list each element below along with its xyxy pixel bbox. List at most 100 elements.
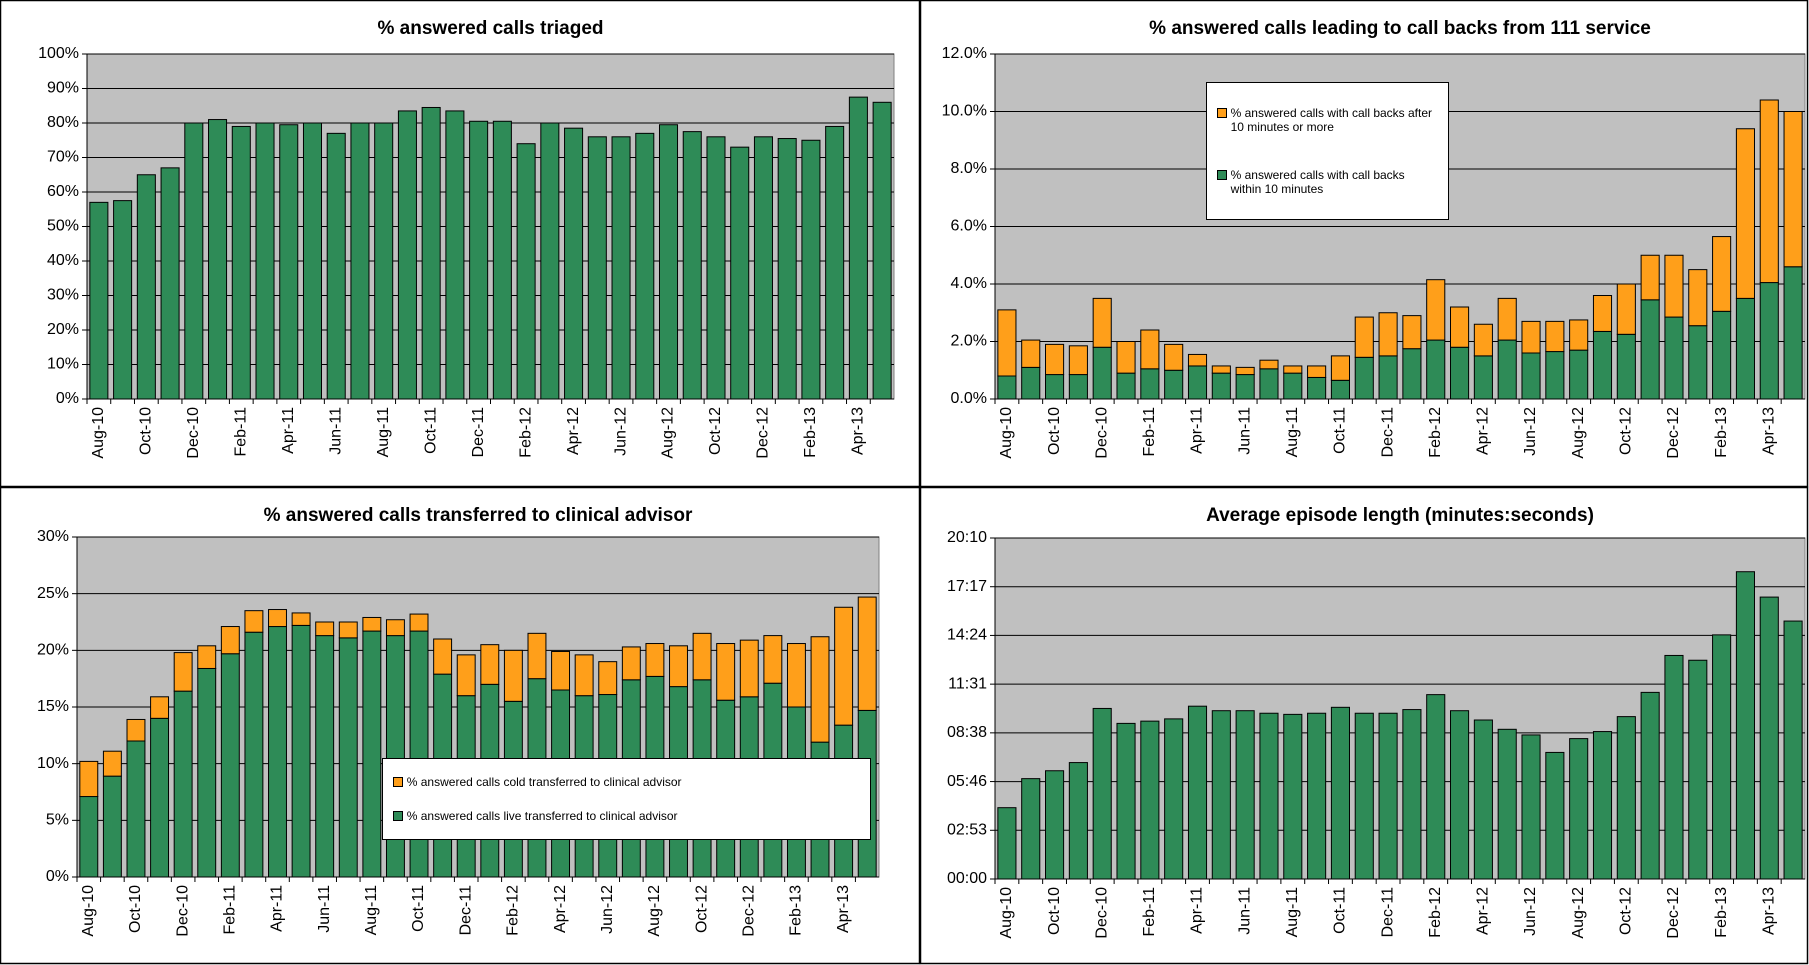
x-tick-label: Apr-13 <box>1760 887 1777 935</box>
bar <box>1688 269 1708 327</box>
bar <box>1783 111 1803 268</box>
x-tick-label: Feb-13 <box>788 885 805 936</box>
bar <box>1426 339 1446 400</box>
y-tick-label: 2.0% <box>951 333 987 350</box>
bar <box>1116 722 1136 880</box>
x-tick-label: Aug-12 <box>646 885 663 937</box>
bar <box>1712 634 1732 880</box>
bar <box>1092 297 1112 348</box>
bar <box>834 606 854 726</box>
bar <box>1283 372 1303 400</box>
bar <box>1545 320 1565 353</box>
bar <box>102 775 122 878</box>
bar <box>1307 376 1327 400</box>
legend-entry: % answered calls with call backs within … <box>1216 168 1438 196</box>
bar <box>1235 366 1255 376</box>
bar <box>79 760 99 798</box>
bar <box>1354 712 1374 880</box>
y-tick-label: 05:46 <box>947 773 987 790</box>
y-tick-label: 08:38 <box>947 724 987 741</box>
x-tick-label: Aug-11 <box>1284 407 1301 458</box>
bar <box>102 750 122 777</box>
y-tick-label: 40% <box>47 252 79 269</box>
bar <box>1092 346 1112 400</box>
bar <box>89 201 109 400</box>
bar <box>1140 368 1160 400</box>
x-tick-label: Jun-12 <box>612 407 629 456</box>
bar <box>1164 369 1184 400</box>
x-tick-label: Apr-11 <box>1189 407 1206 454</box>
bar <box>1473 355 1493 400</box>
bar <box>669 645 688 688</box>
bar <box>1235 710 1255 880</box>
bar <box>126 740 146 878</box>
bar <box>385 635 405 878</box>
bar <box>79 796 99 878</box>
x-tick-label: Apr-11 <box>280 407 297 454</box>
bar <box>1021 778 1041 880</box>
bar <box>1330 706 1350 880</box>
x-tick-label: Oct-11 <box>410 885 427 932</box>
x-tick-label: Feb-11 <box>232 407 249 457</box>
x-tick-label: Apr-11 <box>269 885 286 932</box>
bar <box>1688 659 1708 880</box>
bar <box>126 718 146 742</box>
y-tick-label: 60% <box>47 183 79 200</box>
y-tick-label: 0% <box>46 868 69 885</box>
bar <box>1497 728 1517 880</box>
bar <box>872 101 892 400</box>
bar <box>1283 365 1303 374</box>
bar <box>621 646 641 681</box>
x-tick-label: Oct-12 <box>693 885 710 933</box>
bar <box>1592 330 1613 400</box>
x-tick-label: Apr-12 <box>565 407 582 455</box>
y-tick-label: 14:24 <box>947 627 987 644</box>
y-tick-label: 12.0% <box>942 45 987 62</box>
x-tick-label: Dec-11 <box>457 885 474 935</box>
bar <box>1783 266 1803 400</box>
bar <box>456 654 476 697</box>
bar <box>338 637 358 878</box>
x-tick-label: Aug-10 <box>90 407 107 459</box>
bar <box>326 132 346 400</box>
bar <box>1569 319 1589 351</box>
y-tick-label: 30% <box>47 287 79 304</box>
y-tick-label: 02:53 <box>947 822 987 839</box>
x-tick-label: Oct-11 <box>1332 887 1349 934</box>
bar <box>997 807 1017 880</box>
x-tick-label: Jun-12 <box>1522 887 1539 936</box>
x-tick-label: Jun-11 <box>327 407 344 455</box>
bar <box>645 643 665 677</box>
bar <box>857 596 877 711</box>
bar <box>409 630 429 878</box>
x-tick-label: Jun-12 <box>1522 407 1539 456</box>
bar <box>268 626 287 878</box>
bar <box>1354 316 1374 358</box>
bar <box>279 124 299 400</box>
bar <box>433 638 453 675</box>
bar <box>1402 709 1422 880</box>
bar <box>810 636 830 743</box>
bar <box>587 136 607 400</box>
bar <box>786 643 806 708</box>
x-tick-label: Aug-11 <box>363 885 380 936</box>
legend-entry: % answered calls cold transferred to cli… <box>392 775 860 789</box>
legend-label: % answered calls live transferred to cli… <box>406 808 678 823</box>
bar <box>197 667 217 878</box>
bar <box>1450 346 1470 400</box>
bar <box>1259 712 1279 880</box>
legend-label: % answered calls with call backs after 1… <box>1230 105 1433 134</box>
y-tick-label: 20% <box>37 642 69 659</box>
y-tick-label: 11:31 <box>948 675 987 692</box>
x-tick-label: Dec-11 <box>470 407 487 457</box>
bar <box>315 621 335 637</box>
bar <box>1116 341 1136 374</box>
y-tick-label: 20:10 <box>947 529 987 546</box>
bar <box>1140 720 1160 880</box>
bar <box>1259 359 1279 370</box>
bar <box>801 139 821 400</box>
bar <box>385 619 405 637</box>
bar <box>1187 353 1208 367</box>
bar <box>763 635 783 684</box>
bar <box>1450 710 1470 880</box>
